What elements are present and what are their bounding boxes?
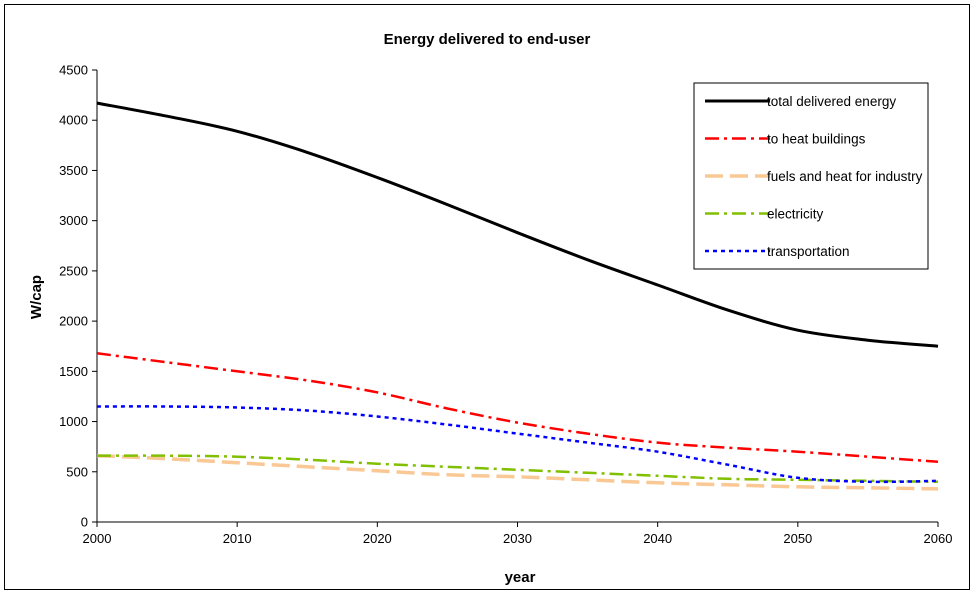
series-line-transportation bbox=[96, 405, 939, 484]
x-tick-label: 2040 bbox=[643, 531, 672, 546]
series-line-fuels-and-heat-for-industry bbox=[96, 453, 939, 491]
series-line-electricity bbox=[96, 454, 939, 484]
legend-label: fuels and heat for industry bbox=[767, 169, 923, 184]
legend: total delivered energy to heat buildings f… bbox=[693, 82, 929, 270]
legend-label: to heat buildings bbox=[767, 132, 866, 147]
series-layer bbox=[96, 101, 939, 491]
y-tick-label: 3500 bbox=[59, 163, 88, 178]
y-tick-label: 500 bbox=[66, 464, 88, 479]
y-tick-label: 3000 bbox=[59, 213, 88, 228]
legend-label: total delivered energy bbox=[767, 94, 896, 109]
x-tick-label: 2010 bbox=[223, 531, 252, 546]
x-tick-label: 2000 bbox=[83, 531, 112, 546]
legend-label: transportation bbox=[767, 244, 850, 259]
y-tick-label: 0 bbox=[81, 515, 88, 530]
chart-title: Energy delivered to end-user bbox=[384, 31, 591, 48]
y-tick-label: 4000 bbox=[59, 113, 88, 128]
y-tick-label: 2500 bbox=[59, 263, 88, 278]
y-tick-label: 4500 bbox=[59, 63, 88, 78]
series-line-to-heat-buildings bbox=[96, 352, 939, 463]
axes: 0 500 1000 1500 2000 2500 3000 3500 4000 4500 2000… bbox=[59, 63, 952, 547]
x-tick-label: 2050 bbox=[783, 531, 812, 546]
legend-label: electricity bbox=[767, 207, 824, 222]
y-tick-label: 1500 bbox=[59, 364, 88, 379]
y-axis-label: W/cap bbox=[28, 275, 45, 319]
y-tick-label: 1000 bbox=[59, 414, 88, 429]
y-tick-label: 2000 bbox=[59, 314, 88, 329]
x-tick-label: 2020 bbox=[363, 531, 392, 546]
x-tick-label: 2060 bbox=[924, 531, 953, 546]
series-line-total-delivered-energy bbox=[96, 101, 939, 348]
x-axis-label: year bbox=[505, 569, 536, 586]
x-tick-label: 2030 bbox=[503, 531, 532, 546]
